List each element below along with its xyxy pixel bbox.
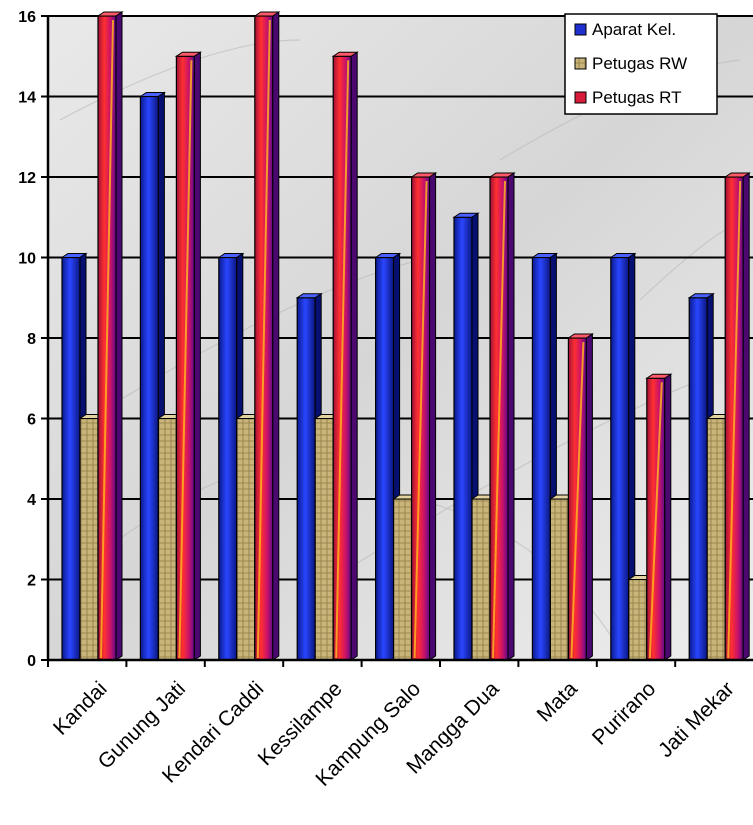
y-tick-label: 16 — [18, 9, 36, 26]
y-tick-label: 8 — [27, 331, 36, 348]
bar-side — [115, 11, 123, 661]
bar-front — [79, 417, 99, 661]
bar — [96, 11, 124, 661]
bar-highlight — [256, 19, 271, 659]
bar-highlight — [335, 60, 350, 659]
legend-box — [564, 13, 718, 115]
bar-side — [350, 51, 358, 661]
bar-front — [296, 297, 316, 661]
legend-label: Petugas RW — [592, 54, 687, 73]
legend-swatch — [574, 57, 587, 70]
bar-highlight — [570, 341, 585, 659]
bar-front — [531, 256, 552, 661]
bar-front — [549, 498, 570, 661]
bar — [723, 172, 751, 661]
x-tick-label: Kandai — [49, 677, 112, 740]
bar-highlight — [178, 60, 193, 659]
y-tick-label: 6 — [27, 412, 36, 429]
bar-front — [157, 417, 177, 661]
bar — [609, 252, 637, 661]
y-tick-label: 4 — [27, 492, 36, 509]
bar — [174, 51, 203, 661]
legend-label: Aparat Kel. — [592, 20, 676, 39]
x-tick-label: Mata — [533, 677, 583, 727]
y-tick-label: 14 — [18, 90, 36, 107]
bar — [488, 172, 516, 661]
y-tick-labels: 0 2 4 6 8 10 12 14 16 — [18, 9, 48, 670]
bar-front — [688, 297, 708, 661]
bar-highlight — [100, 19, 114, 659]
bar-front — [706, 417, 726, 661]
bar-front — [375, 256, 395, 661]
bar-front — [314, 417, 334, 661]
bar-front — [393, 498, 413, 661]
legend-swatch — [574, 23, 587, 36]
legend: Aparat Kel. Petugas RW Petugas RT — [564, 13, 718, 115]
bar-front — [471, 498, 491, 661]
bar-front — [610, 256, 630, 661]
bar-side — [585, 333, 593, 661]
bar — [566, 333, 595, 661]
bar-highlight — [727, 180, 742, 659]
bar — [409, 172, 438, 661]
bar-front — [453, 216, 473, 661]
bar-highlight — [492, 180, 506, 659]
bar — [253, 11, 281, 661]
bar-front — [139, 95, 159, 661]
bar-side — [429, 172, 437, 661]
bar-side — [272, 11, 280, 661]
legend-label: Petugas RT — [592, 88, 681, 107]
bar-highlight — [648, 382, 663, 659]
bar-front — [628, 578, 648, 661]
y-tick-label: 0 — [27, 653, 36, 670]
bar-side — [193, 51, 201, 661]
y-tick-label: 10 — [18, 251, 36, 268]
bar-side — [664, 373, 672, 661]
x-tick-label: Purirano — [588, 677, 660, 749]
bar — [331, 51, 359, 661]
bar-side — [742, 172, 750, 661]
x-tick-label: Jati Mekar — [654, 677, 739, 762]
legend-swatch — [574, 91, 587, 104]
bar-front — [61, 256, 81, 661]
bar — [645, 373, 673, 661]
bar-side — [507, 172, 515, 661]
bar-highlight — [413, 180, 428, 659]
y-tick-label: 2 — [27, 573, 36, 590]
bar-front — [218, 256, 238, 661]
y-tick-label: 12 — [18, 170, 36, 187]
bar-front — [236, 417, 256, 661]
